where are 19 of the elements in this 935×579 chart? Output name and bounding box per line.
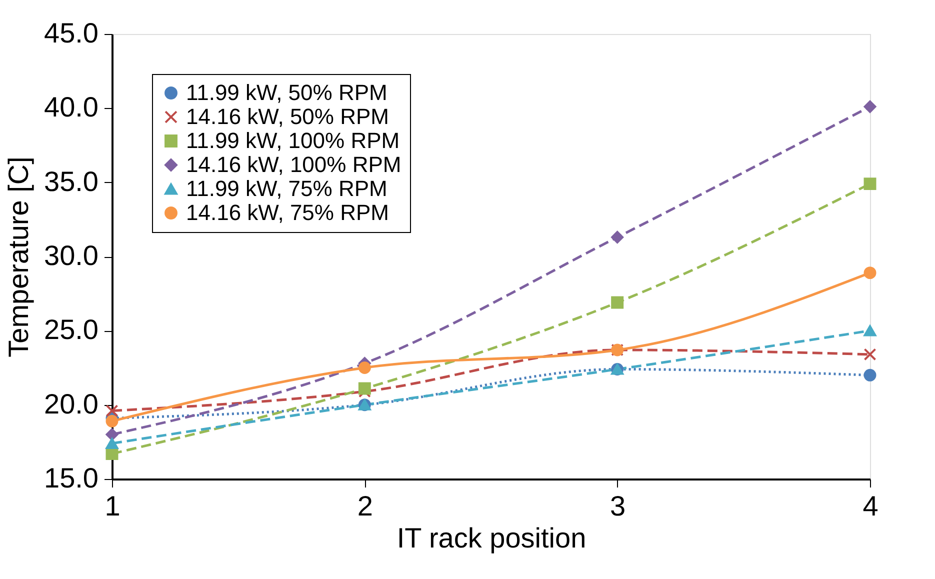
- legend-label: 11.99 kW, 50% RPM: [186, 80, 388, 105]
- y-axis-title: Temperature [C]: [3, 156, 34, 358]
- x-tick-label: 3: [610, 490, 626, 522]
- y-tick-label: 35.0: [44, 166, 98, 197]
- y-tick-label: 30.0: [44, 240, 98, 271]
- legend-label: 14.16 kW, 100% RPM: [186, 152, 402, 177]
- y-tick-label: 40.0: [44, 92, 98, 123]
- x-tick-label: 4: [862, 490, 878, 522]
- x-tick-label: 1: [104, 490, 120, 522]
- y-tick-label: 15.0: [44, 462, 98, 494]
- legend-label: 11.99 kW, 75% RPM: [186, 176, 388, 201]
- y-tick-label: 25.0: [44, 314, 98, 346]
- x-tick-label: 2: [357, 490, 373, 522]
- legend-label: 14.16 kW, 50% RPM: [186, 104, 389, 129]
- legend-label: 14.16 kW, 75% RPM: [186, 200, 389, 225]
- y-tick-label: 45.0: [44, 18, 98, 48]
- y-tick-label: 20.0: [44, 388, 98, 420]
- x-axis-title: IT rack position: [396, 522, 586, 554]
- legend-label: 11.99 kW, 100% RPM: [186, 128, 400, 153]
